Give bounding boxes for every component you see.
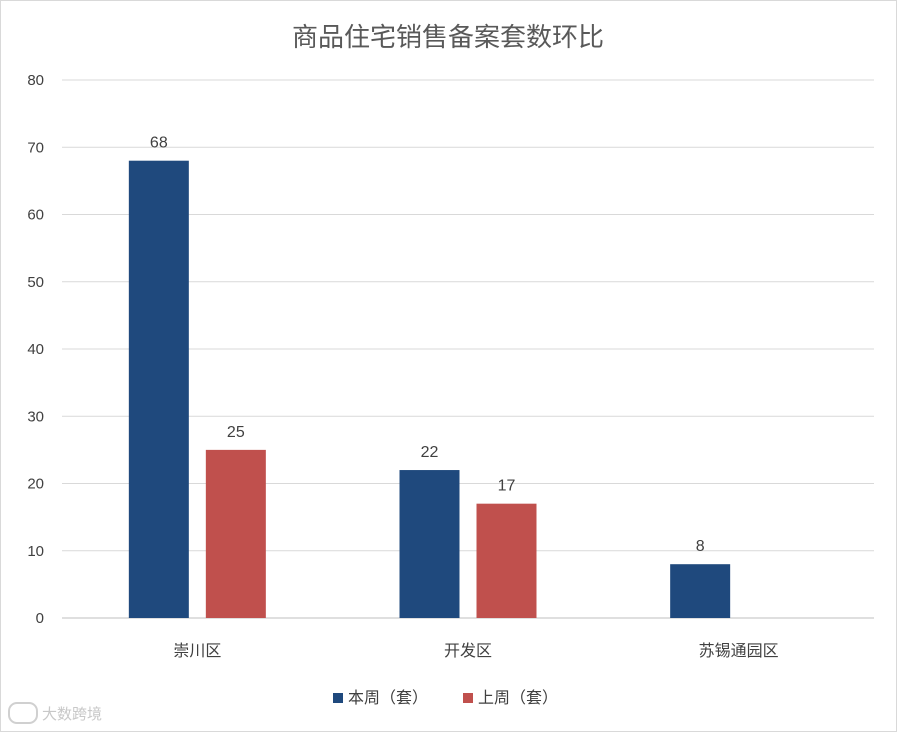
gridlines <box>62 79 874 619</box>
bar <box>399 470 460 618</box>
bar <box>670 564 731 618</box>
y-tick-label: 50 <box>27 274 44 291</box>
legend: 本周（套） 上周（套） <box>333 689 558 707</box>
x-axis: 崇川区 开发区 苏锡通园区 <box>173 642 778 660</box>
y-tick-label: 70 <box>27 139 44 156</box>
data-labels: 68 25 22 17 8 <box>150 135 705 556</box>
bar <box>205 449 266 618</box>
data-label: 17 <box>498 478 516 495</box>
y-tick-label: 0 <box>36 610 44 627</box>
x-tick-label: 苏锡通园区 <box>699 642 779 660</box>
y-tick-label: 40 <box>27 341 44 358</box>
y-tick-label: 80 <box>27 72 44 89</box>
x-tick-label: 开发区 <box>444 642 492 660</box>
x-tick-label: 崇川区 <box>173 642 221 660</box>
data-label: 68 <box>150 135 168 152</box>
data-label: 8 <box>696 538 705 555</box>
legend-swatch <box>463 693 473 703</box>
watermark-text: 大数跨境 <box>42 704 103 723</box>
data-label: 22 <box>421 444 439 461</box>
y-axis: 0 10 20 30 40 50 60 70 80 <box>27 72 44 627</box>
chart-title: 商品住宅销售备案套数环比 <box>292 22 604 52</box>
y-tick-label: 30 <box>27 408 44 425</box>
watermark-logo-icon <box>8 702 38 724</box>
y-tick-label: 10 <box>27 543 44 560</box>
legend-label: 本周（套） <box>348 689 428 707</box>
data-label: 25 <box>227 424 245 441</box>
watermark: 大数跨境 <box>8 702 102 724</box>
bar <box>476 503 537 618</box>
y-tick-label: 20 <box>27 476 44 493</box>
legend-swatch <box>333 693 343 703</box>
bars <box>128 160 731 618</box>
legend-label: 上周（套） <box>478 689 558 707</box>
bar <box>128 160 189 618</box>
y-tick-label: 60 <box>27 207 44 224</box>
